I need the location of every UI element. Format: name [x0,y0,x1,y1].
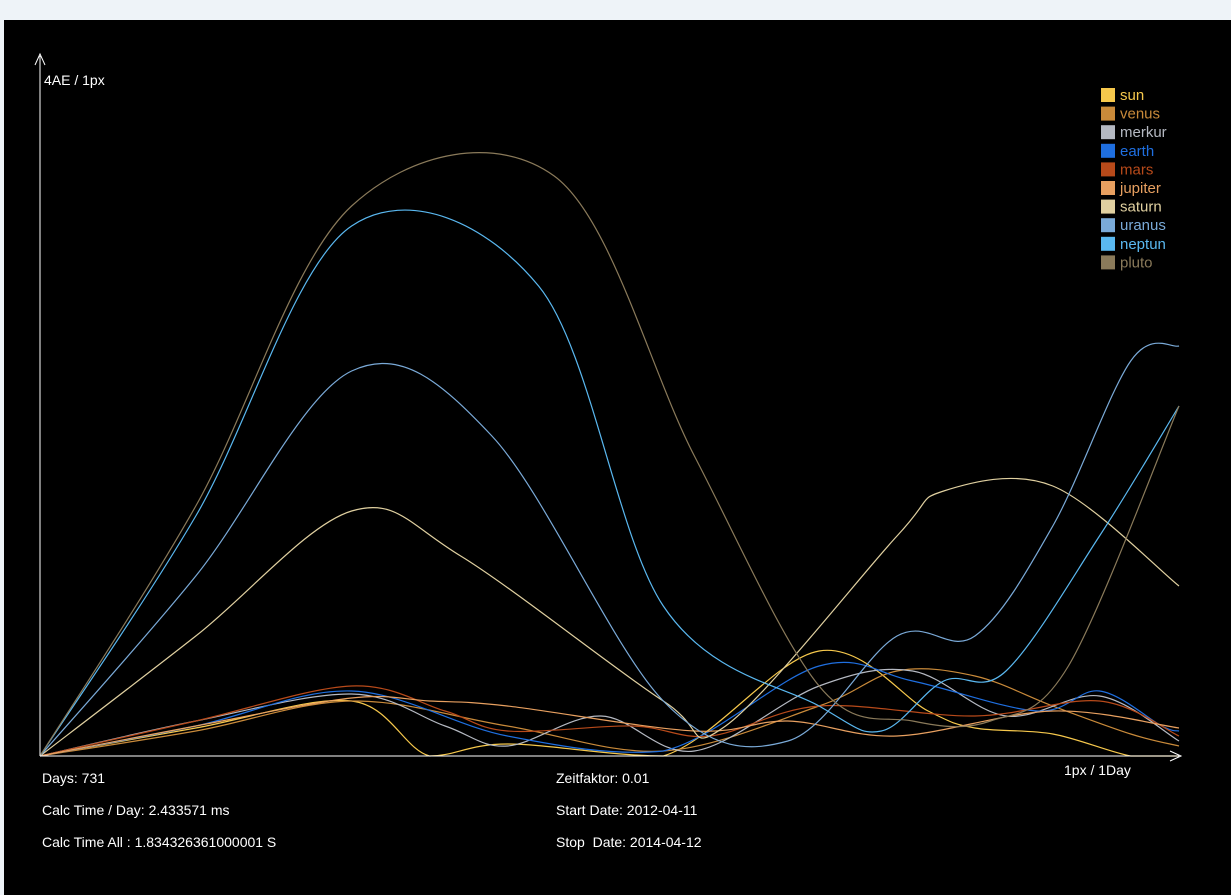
legend-swatch-earth [1101,143,1115,158]
legend-label-saturn: saturn [1120,199,1162,216]
legend-label-sun: sun [1120,87,1144,104]
stop-date-readout: Stop Date: 2014-04-12 [556,834,702,850]
days-readout: Days: 731 [42,770,106,786]
legend-label-jupiter: jupiter [1119,180,1161,197]
x-axis-arrow-icon [1169,750,1183,762]
x-axis-label: 1px / 1Day [1064,762,1131,778]
legend-swatch-pluto [1101,255,1115,270]
series-line-neptun [39,209,1180,757]
series-line-saturn [39,477,1180,757]
series-line-merkur [39,668,1180,757]
legend-label-pluto: pluto [1120,254,1153,271]
series-line-mars [39,685,1180,757]
zeitfaktor-readout: Zeitfaktor: 0.01 [556,770,650,786]
legend-swatch-mars [1101,162,1115,177]
start-date-readout: Start Date: 2012-04-11 [556,802,698,818]
legend-label-venus: venus [1120,106,1160,123]
chart-panel: 4AE / 1px 1px / 1Day sun venus merkur earth… [4,20,1231,895]
legend-swatch-jupiter [1101,181,1115,195]
calc-time-all-readout: Calc Time All : 1.834326361000001 S [42,834,277,850]
legend-swatch-sun [1101,88,1115,102]
series-layer [39,152,1180,757]
legend-label-uranus: uranus [1120,217,1166,234]
calc-time-day-readout: Calc Time / Day: 2.433571 ms [42,802,230,818]
legend-label-mars: mars [1120,161,1153,178]
legend-label-neptun: neptun [1120,236,1166,253]
y-axis-arrow-icon [34,52,46,66]
legend-swatch-neptun [1101,236,1115,251]
series-line-sun [39,649,1179,757]
series-line-uranus [39,342,1180,757]
legend-swatch-saturn [1101,199,1115,214]
legend-swatch-uranus [1101,218,1115,233]
y-axis-label: 4AE / 1px [44,72,105,88]
legend-swatch-merkur [1101,125,1115,140]
series-line-pluto [39,152,1180,757]
series-line-jupiter [39,695,1180,757]
series-line-earth [39,661,1180,757]
legend-label-merkur: merkur [1120,124,1167,141]
legend-label-earth: earth [1120,143,1154,160]
legend-swatch-venus [1101,106,1115,121]
